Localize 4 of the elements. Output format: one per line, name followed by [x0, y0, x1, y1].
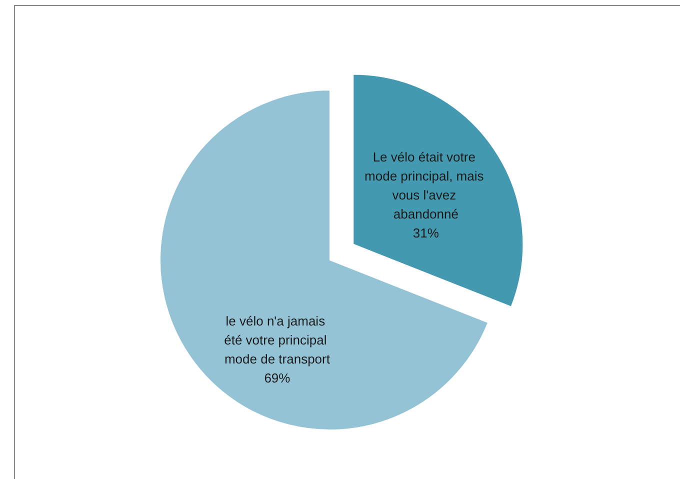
- data-label: 31%: [412, 225, 440, 240]
- slice-label: Le vélo était votre mode principal, mais vous l'avez abandonné: [364, 149, 488, 222]
- data-label: 69%: [264, 370, 291, 386]
- slice-label: le vélo n'a jamais été votre principal mode de transport: [224, 313, 330, 366]
